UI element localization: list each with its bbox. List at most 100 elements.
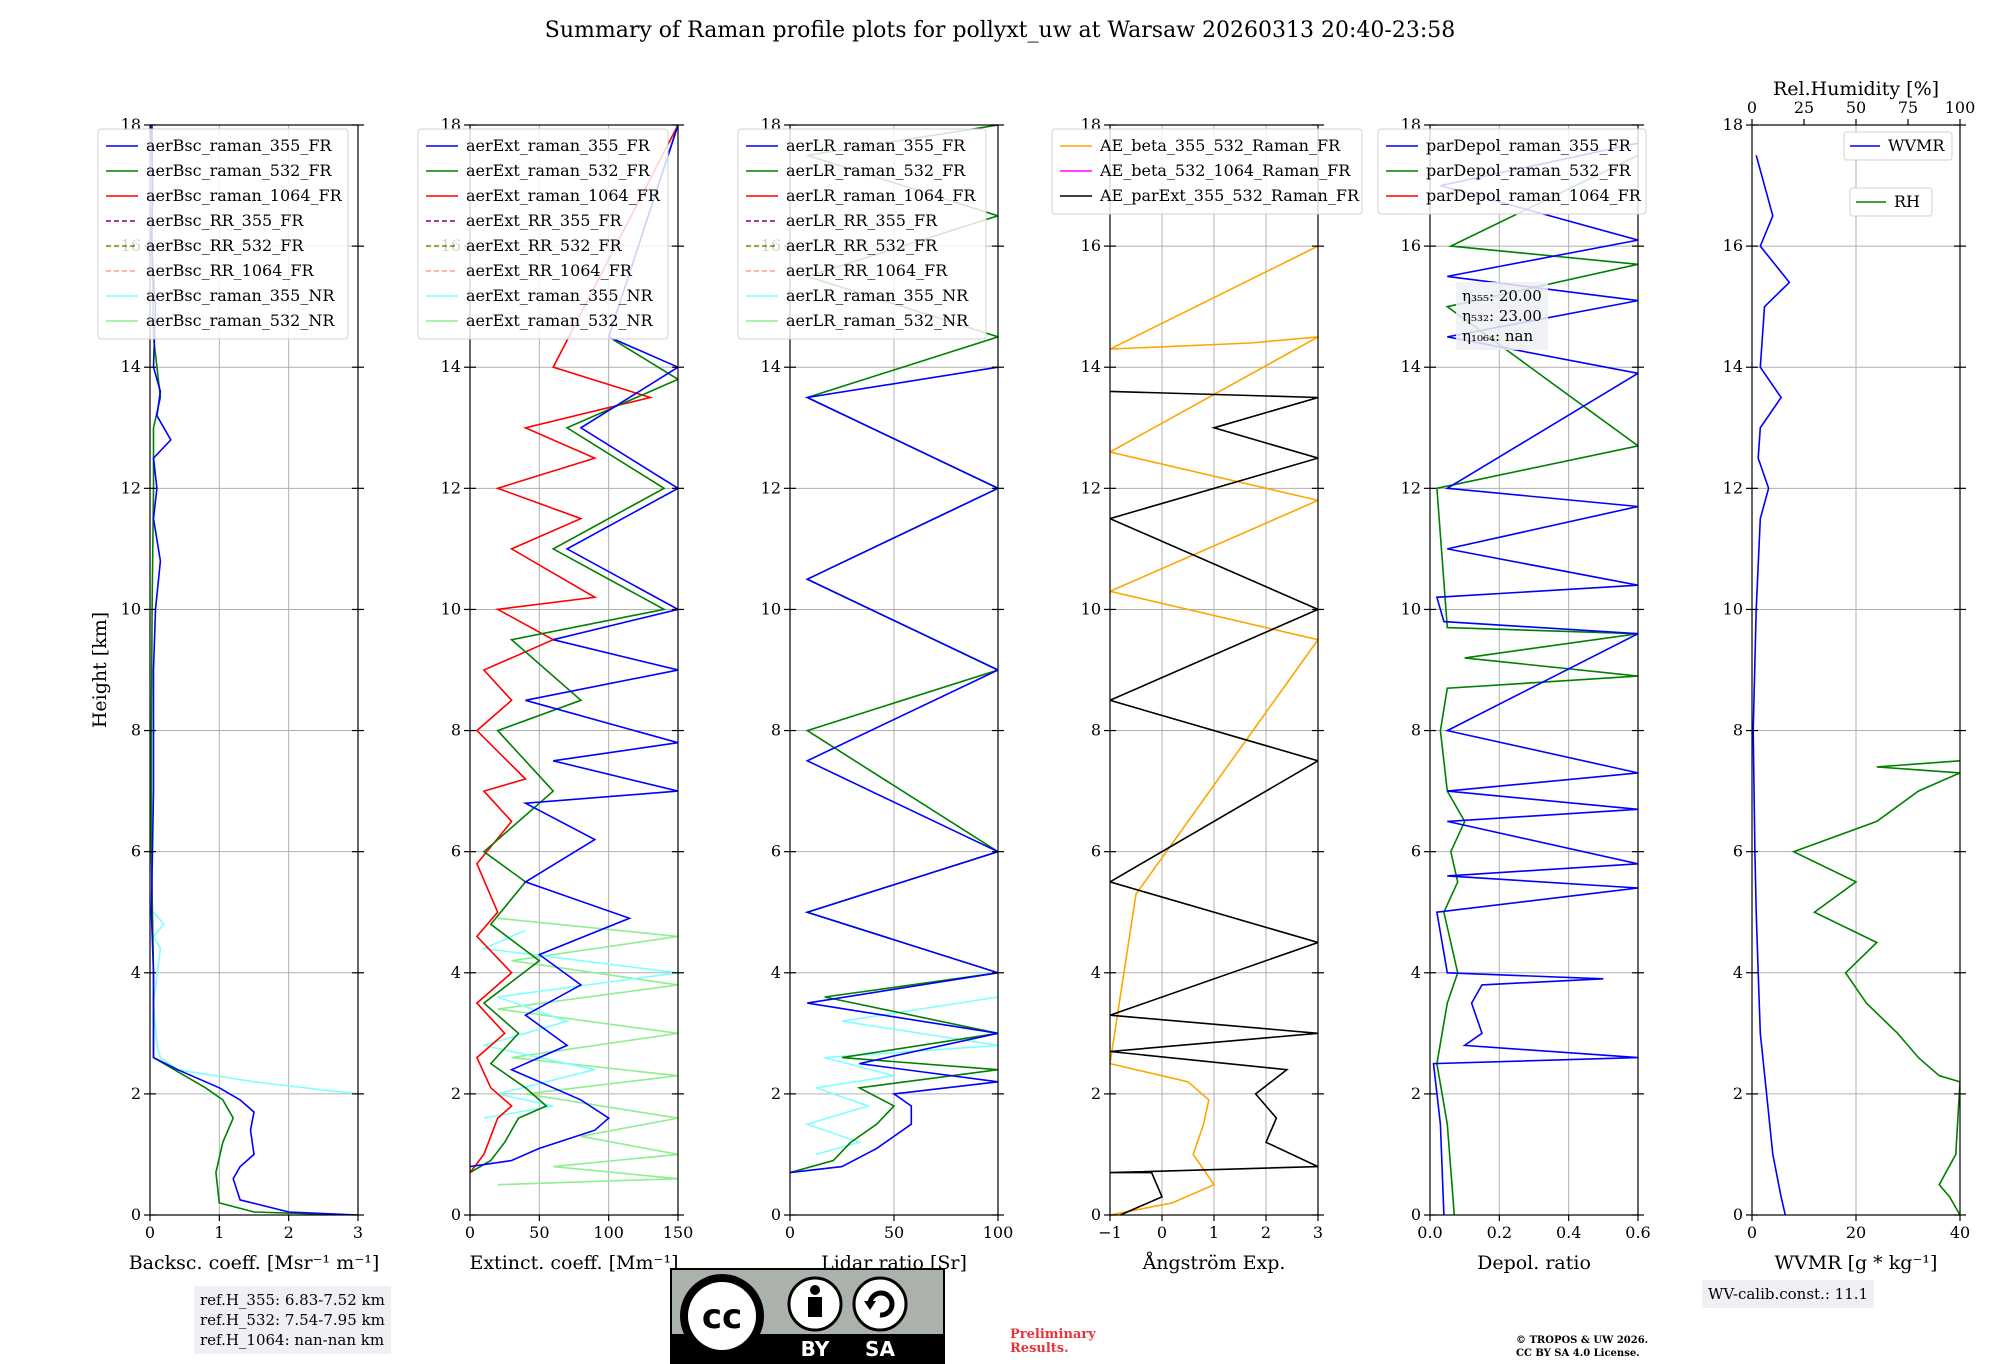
legend-label: aerBsc_RR_532_FR [146, 236, 304, 255]
legend-label: aerLR_raman_532_NR [786, 311, 969, 330]
y-tick-label: 4 [131, 963, 141, 982]
y-tick-label: 10 [1723, 599, 1743, 618]
legend: aerExt_raman_355_FR aerExt_raman_532_FRae… [417, 128, 669, 340]
x2-tick-label: 0 [1747, 98, 1757, 117]
y-tick-label: 12 [1723, 478, 1743, 497]
preliminary-note: Preliminary Results. [1010, 1328, 1096, 1356]
legend-label: aerLR_raman_355_FR [786, 136, 966, 155]
y-tick-label: 14 [1081, 357, 1101, 376]
eta-532: η₅₃₂: 23.00 [1462, 307, 1542, 325]
legend-RH: RH [1849, 187, 1933, 217]
y-tick-label: 4 [771, 963, 781, 982]
ref-height-1064: ref.H_1064: nan-nan km [200, 1331, 385, 1349]
legend-label: aerBsc_raman_355_NR [146, 286, 335, 305]
y-tick-label: 12 [761, 478, 781, 497]
y-tick-label: 0 [1411, 1205, 1421, 1224]
legend-label: aerExt_raman_532_FR [466, 161, 651, 180]
legend-label: aerLR_RR_532_FR [786, 236, 938, 255]
x-tick-label: 3 [1313, 1223, 1323, 1242]
y-tick-label: 8 [1091, 721, 1101, 740]
x-tick-label: 50 [529, 1223, 549, 1242]
y-tick-label: 4 [1091, 963, 1101, 982]
figure-title: Summary of Raman profile plots for polly… [544, 18, 1456, 43]
series-aerLR_raman_355_FR [790, 366, 998, 1174]
legend-label: aerBsc_raman_532_NR [146, 311, 335, 330]
eta-355: η₃₅₅: 20.00 [1462, 287, 1542, 305]
y-tick-label: 6 [1411, 842, 1421, 861]
legend-frame [1843, 131, 1953, 161]
ref-height-355: ref.H_355: 6.83-7.52 km [200, 1291, 385, 1309]
legend-frame [1051, 128, 1363, 215]
y-tick-label: 6 [451, 842, 461, 861]
legend-frame [1377, 128, 1647, 215]
legend-WVMR: WVMR [1843, 131, 1953, 161]
legend-label: aerBsc_raman_532_FR [146, 161, 332, 180]
y-tick-label: 4 [1733, 963, 1743, 982]
legend-label: aerExt_RR_355_FR [466, 211, 623, 230]
legend-label: aerExt_raman_355_FR [466, 136, 651, 155]
y-tick-label: 4 [451, 963, 461, 982]
y-tick-label: 10 [121, 599, 141, 618]
wv-calib-const: WV-calib.const.: 11.1 [1708, 1285, 1869, 1303]
x-axis-label: Extinct. coeff. [Mm⁻¹] [469, 1252, 678, 1274]
y-tick-label: 10 [441, 599, 461, 618]
x2-axis-label: Rel.Humidity [%] [1773, 78, 1939, 100]
x-tick-label: 40 [1950, 1223, 1970, 1242]
y-tick-label: 14 [121, 357, 141, 376]
x-tick-label: 0 [785, 1223, 795, 1242]
x-axis-label: Depol. ratio [1477, 1252, 1591, 1274]
y-tick-label: 12 [1401, 478, 1421, 497]
y-tick-label: 4 [1411, 963, 1421, 982]
series-group [470, 125, 678, 1186]
y-tick-label: 8 [451, 721, 461, 740]
y-tick-label: 14 [1401, 357, 1421, 376]
cc-text: cc [702, 1297, 742, 1337]
y-tick-label: 0 [1733, 1205, 1743, 1224]
axes-frame [149, 124, 359, 1216]
series-aerExt_raman_532_FR [470, 125, 678, 1174]
x-tick-label: 2 [1261, 1223, 1271, 1242]
x-tick-label: 1 [1209, 1223, 1219, 1242]
legend-frame [737, 128, 987, 340]
x-tick-label: 3 [353, 1223, 363, 1242]
series-aerLR_raman_355_NR [804, 996, 998, 1156]
series-aerBsc_raman_355_NR [152, 911, 358, 1095]
x-tick-label: 100 [983, 1223, 1014, 1242]
y-tick-label: 2 [1733, 1084, 1743, 1103]
x-tick-label: 0 [1157, 1223, 1167, 1242]
y-tick-label: 12 [1081, 478, 1101, 497]
legend-label: parDepol_raman_532_FR [1426, 161, 1632, 180]
y-tick-label: 8 [771, 721, 781, 740]
copyright-line-1: © TROPOS & UW 2026. [1516, 1335, 1649, 1346]
legend: aerBsc_raman_355_FR aerBsc_raman_532_FRae… [97, 128, 349, 340]
y-tick-label: 6 [771, 842, 781, 861]
legend-label: aerLR_raman_1064_FR [786, 186, 976, 205]
cc-by-sa-logo: cc BY SA [670, 1268, 945, 1364]
x2-tick-label: 25 [1794, 98, 1814, 117]
legend-label: aerLR_RR_355_FR [786, 211, 938, 230]
preliminary-line-1: Preliminary [1010, 1327, 1096, 1342]
ref-height-532: ref.H_532: 7.54-7.95 km [200, 1311, 385, 1329]
legend-label: aerBsc_raman_355_FR [146, 136, 332, 155]
series-aerExt_raman_1064_FR [470, 125, 678, 1174]
y-tick-label: 0 [131, 1205, 141, 1224]
legend-label: aerBsc_RR_1064_FR [146, 261, 315, 280]
y-tick-label: 8 [1411, 721, 1421, 740]
by-text: BY [801, 1337, 830, 1361]
legend-label: AE_beta_355_532_Raman_FR [1099, 136, 1341, 155]
y-tick-label: 8 [1733, 721, 1743, 740]
x-tick-label: 0.2 [1487, 1223, 1512, 1242]
x-tick-label: 1 [214, 1223, 224, 1242]
legend-label: AE_beta_532_1064_Raman_FR [1099, 161, 1351, 180]
x-tick-label: 20 [1846, 1223, 1866, 1242]
y-tick-label: 16 [1401, 236, 1421, 255]
series-WVMR [1752, 155, 1791, 1215]
series-AE_parExt_355_532_Raman_FR [1110, 390, 1318, 1215]
x-tick-label: 2 [284, 1223, 294, 1242]
x-tick-label: 0 [145, 1223, 155, 1242]
copyright-note: © TROPOS & UW 2026. CC BY SA 4.0 License… [1516, 1334, 1648, 1360]
axes-frame [469, 124, 679, 1216]
y-tick-label: 12 [441, 478, 461, 497]
legend: AE_beta_355_532_Raman_FR AE_beta_532_1064… [1051, 128, 1363, 215]
